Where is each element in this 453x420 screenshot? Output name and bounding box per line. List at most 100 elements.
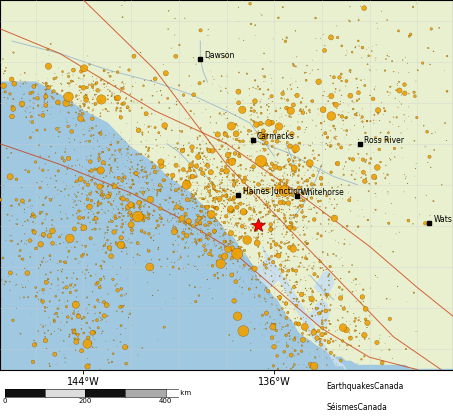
Point bbox=[106, 73, 114, 80]
Point bbox=[154, 337, 161, 344]
Point bbox=[175, 210, 182, 217]
Point bbox=[311, 204, 318, 211]
Point bbox=[286, 206, 293, 213]
Point bbox=[177, 203, 184, 210]
Point bbox=[47, 175, 54, 181]
Point bbox=[292, 145, 299, 152]
Point bbox=[352, 298, 360, 305]
Point bbox=[231, 170, 239, 176]
Point bbox=[133, 124, 140, 131]
Point bbox=[261, 128, 269, 134]
Point bbox=[162, 163, 169, 169]
Point bbox=[112, 95, 120, 102]
Point bbox=[212, 217, 219, 224]
Point bbox=[284, 343, 291, 349]
Point bbox=[186, 221, 193, 228]
Point bbox=[41, 278, 48, 284]
Point bbox=[202, 232, 209, 239]
Point bbox=[165, 160, 172, 167]
Point bbox=[138, 167, 145, 174]
Point bbox=[106, 108, 113, 115]
Point bbox=[183, 170, 191, 176]
Point bbox=[98, 97, 106, 104]
Point bbox=[295, 203, 303, 210]
Point bbox=[247, 135, 255, 142]
Point bbox=[74, 311, 82, 318]
Point bbox=[162, 70, 169, 76]
Point bbox=[116, 64, 124, 71]
Point bbox=[189, 223, 197, 230]
Point bbox=[304, 167, 311, 173]
Point bbox=[122, 139, 129, 145]
Point bbox=[255, 156, 262, 163]
Point bbox=[253, 139, 260, 145]
Point bbox=[374, 164, 381, 171]
Point bbox=[161, 324, 168, 331]
Point bbox=[264, 203, 271, 210]
Point bbox=[60, 352, 67, 358]
Point bbox=[277, 199, 284, 205]
Point bbox=[225, 205, 232, 212]
Point bbox=[235, 4, 242, 10]
Point bbox=[183, 239, 190, 245]
Point bbox=[225, 171, 232, 177]
Point bbox=[260, 326, 268, 332]
Point bbox=[58, 153, 66, 160]
Point bbox=[281, 219, 289, 226]
Point bbox=[281, 182, 288, 189]
Point bbox=[319, 139, 326, 146]
Point bbox=[240, 255, 247, 261]
Point bbox=[83, 191, 90, 198]
Point bbox=[313, 335, 321, 341]
Point bbox=[324, 291, 331, 298]
Point bbox=[157, 132, 164, 139]
Point bbox=[94, 182, 101, 189]
Point bbox=[355, 317, 362, 323]
Point bbox=[210, 76, 217, 83]
Point bbox=[234, 200, 241, 207]
Point bbox=[115, 175, 122, 181]
Point bbox=[186, 165, 193, 171]
Point bbox=[90, 83, 97, 89]
Point bbox=[228, 221, 236, 228]
Point bbox=[192, 238, 199, 245]
Point bbox=[85, 214, 92, 221]
Point bbox=[133, 218, 140, 225]
Point bbox=[384, 171, 391, 178]
Point bbox=[182, 222, 189, 228]
Point bbox=[262, 325, 270, 332]
Point bbox=[81, 103, 88, 110]
Point bbox=[304, 196, 311, 203]
Point bbox=[307, 194, 314, 201]
Point bbox=[84, 362, 92, 369]
Point bbox=[282, 323, 289, 330]
Point bbox=[214, 269, 221, 276]
Point bbox=[194, 187, 201, 194]
Point bbox=[323, 291, 330, 298]
Point bbox=[39, 258, 46, 265]
Point bbox=[337, 302, 344, 309]
Point bbox=[325, 98, 332, 105]
Point bbox=[291, 155, 299, 161]
Point bbox=[230, 178, 237, 184]
Point bbox=[105, 218, 112, 225]
Point bbox=[311, 271, 318, 278]
Point bbox=[298, 291, 305, 298]
Point bbox=[281, 188, 288, 194]
Point bbox=[171, 181, 178, 188]
Point bbox=[282, 174, 289, 181]
Point bbox=[126, 107, 133, 114]
Point bbox=[290, 62, 298, 69]
Point bbox=[97, 87, 104, 94]
Point bbox=[94, 210, 101, 216]
Point bbox=[218, 177, 226, 184]
Point bbox=[157, 87, 164, 94]
Point bbox=[412, 328, 419, 335]
Point bbox=[176, 163, 183, 170]
Point bbox=[175, 189, 183, 196]
Point bbox=[227, 179, 235, 186]
Point bbox=[169, 172, 176, 179]
Point bbox=[294, 134, 302, 140]
Point bbox=[355, 14, 362, 21]
Point bbox=[394, 82, 401, 89]
